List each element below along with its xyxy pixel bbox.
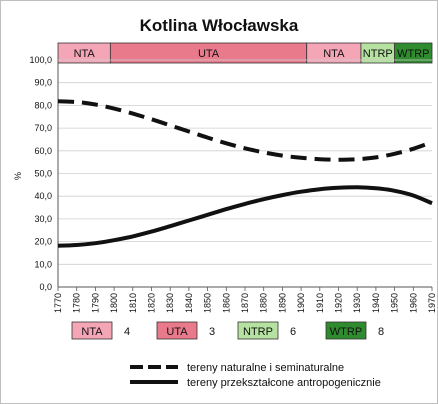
x-tick-label: 1970 xyxy=(427,293,437,313)
x-tick-label: 1790 xyxy=(90,293,100,313)
y-tick-label: 70,0 xyxy=(34,123,52,133)
legend-swatch-uta xyxy=(156,321,198,340)
axes xyxy=(57,63,433,291)
legend-code-label: NTA xyxy=(81,326,103,338)
period-label-3: NTA xyxy=(323,48,345,60)
x-tick-label: 1950 xyxy=(390,293,400,313)
legend-line-label: tereny naturalne i seminaturalne xyxy=(187,362,344,374)
x-tick-label: 1810 xyxy=(128,293,138,313)
x-tick-label: 1780 xyxy=(72,293,82,313)
legend-swatch-wtrp xyxy=(325,321,367,340)
x-tick-label: 1870 xyxy=(240,293,250,313)
x-tick-label: 1910 xyxy=(315,293,325,313)
legend-code-number: 4 xyxy=(124,326,130,338)
x-tick-label: 1880 xyxy=(259,293,269,313)
y-tick-label: 50,0 xyxy=(34,169,52,179)
legend-code-label: WTRP xyxy=(330,326,362,338)
legend-code-number: 3 xyxy=(209,326,215,338)
period-band: NTA UTA NTA NTRP WTRP xyxy=(57,42,433,64)
legend-swatch-nta xyxy=(71,321,113,340)
x-tick-label: 1770 xyxy=(53,293,63,313)
legend-code-label: NTRP xyxy=(243,326,273,338)
x-tick-label: 1890 xyxy=(277,293,287,313)
y-tick-label: 30,0 xyxy=(34,214,52,224)
y-tick-label: 20,0 xyxy=(34,237,52,247)
y-tick-labels: 0,0 10,0 20,0 30,0 40,0 50,0 60,0 70,0 80,0 90,0 1… xyxy=(29,55,52,292)
x-tick-label: 1840 xyxy=(184,293,194,313)
period-label-2: UTA xyxy=(198,48,220,60)
legend-code-label: UTA xyxy=(166,326,188,338)
period-label-4: NTRP xyxy=(363,48,393,60)
x-tick-label: 1830 xyxy=(165,293,175,313)
chart-title: Kotlina Włocławska xyxy=(140,16,299,35)
period-label-5: WTRP xyxy=(397,48,429,60)
y-tick-label: 0,0 xyxy=(39,282,52,292)
legend-swatch-ntrp xyxy=(237,321,279,340)
x-tick-labels: 1770 1780 1790 1800 1810 1820 1830 1840 1850 1860… xyxy=(53,293,437,313)
legend-line-label: tereny przekształcone antropogenicznie xyxy=(187,377,381,389)
series-lines xyxy=(57,99,433,248)
y-tick-label: 40,0 xyxy=(34,191,52,201)
y-axis-label: % xyxy=(13,172,23,180)
x-tick-label: 1960 xyxy=(408,293,418,313)
y-tick-label: 60,0 xyxy=(34,146,52,156)
legend-code-number: 6 xyxy=(290,326,296,338)
y-tick-label: 80,0 xyxy=(34,100,52,110)
y-tick-label: 10,0 xyxy=(34,259,52,269)
x-tick-label: 1900 xyxy=(296,293,306,313)
y-tick-label: 100,0 xyxy=(29,55,52,65)
gridlines xyxy=(58,59,432,288)
x-tick-label: 1800 xyxy=(109,293,119,313)
period-segment-5 xyxy=(394,42,433,64)
period-legend: NTA 4 UTA 3 NTRP 6 WTRP 8 xyxy=(71,321,384,340)
x-tick-label: 1940 xyxy=(371,293,381,313)
line-legend: tereny naturalne i seminaturalne tereny p… xyxy=(130,362,381,389)
legend-code-number: 8 xyxy=(378,326,384,338)
x-tick-label: 1860 xyxy=(221,293,231,313)
series-line-anthropogenic xyxy=(57,185,433,248)
period-label-1: NTA xyxy=(74,48,96,60)
x-tick-label: 1850 xyxy=(203,293,213,313)
x-tick-label: 1930 xyxy=(352,293,362,313)
series-line-natural xyxy=(57,99,433,162)
y-tick-label: 90,0 xyxy=(34,78,52,88)
x-tick-label: 1820 xyxy=(147,293,157,313)
x-tick-label: 1920 xyxy=(334,293,344,313)
